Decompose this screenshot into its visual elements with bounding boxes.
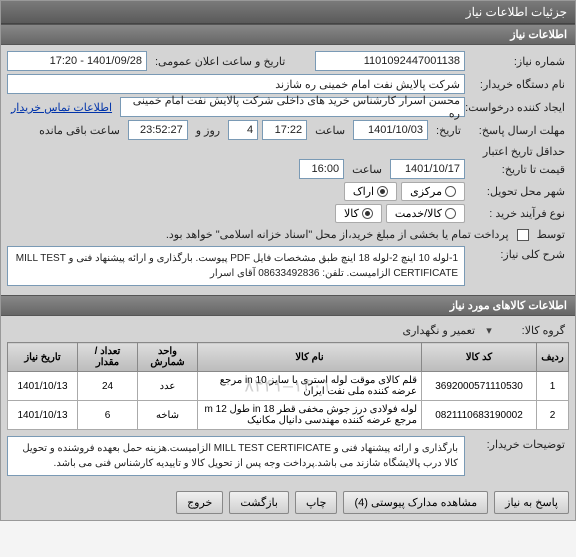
payment-checkbox[interactable] <box>517 229 529 241</box>
table-row[interactable]: 2 0821110683190002 لوله فولادی درز جوش م… <box>8 401 569 430</box>
back-button[interactable]: بازگشت <box>229 491 289 514</box>
group-value: تعمیر و نگهداری <box>399 322 480 339</box>
delivery-type-label: نوع فرآیند خرید : <box>469 205 569 222</box>
validity-date: 1401/10/17 <box>390 159 465 179</box>
deadline-time: 17:22 <box>262 120 307 140</box>
cell-unit: عدد <box>138 372 198 401</box>
radio-kala[interactable]: کالا <box>344 207 373 220</box>
buyer-notes-text: بارگذاری و ارائه پیشنهاد فنی و MILL TEST… <box>7 436 465 476</box>
goods-table-wrap: ۱۴۰۱–۸۴۴۱ ردیف کد کالا نام کالا واحد شما… <box>7 342 569 430</box>
group-label: گروه کالا: <box>499 322 569 339</box>
deadline-days: 4 <box>228 120 258 140</box>
section-info-title: اطلاعات نیاز <box>510 29 567 41</box>
contact-link[interactable]: اطلاعات تماس خریدار <box>7 99 116 116</box>
table-row[interactable]: 1 3692000571110530 قلم کالای موقت لوله ا… <box>8 372 569 401</box>
payment-text: پرداخت تمام یا بخشی از مبلغ خرید،از محل … <box>7 226 513 243</box>
respond-button[interactable]: پاسخ به نیاز <box>494 491 569 514</box>
section-goods-header: اطلاعات کالاهای مورد نیاز <box>1 295 575 316</box>
print-button[interactable]: چاپ <box>295 491 338 514</box>
cell-unit: شاخه <box>138 401 198 430</box>
button-row: پاسخ به نیاز مشاهده مدارک پیوستی (4) چاپ… <box>1 485 575 520</box>
cell-date: 1401/10/13 <box>8 372 78 401</box>
window: جزئیات اطلاعات نیاز اطلاعات نیاز شماره ن… <box>0 0 576 521</box>
announce-value: 1401/09/28 - 17:20 <box>7 51 147 71</box>
cell-qty: 24 <box>78 372 138 401</box>
deadline-label: مهلت ارسال پاسخ: <box>469 122 569 139</box>
delivery-city-group2: اراک <box>344 182 397 201</box>
validity-label: حداقل تاریخ اعتبار <box>469 143 569 160</box>
delivery-city-group: مرکزی <box>401 182 465 201</box>
th-idx: ردیف <box>537 343 569 372</box>
delivery-type-group2: کالا <box>335 204 382 223</box>
th-date: تاریخ نیاز <box>8 343 78 372</box>
exit-button[interactable]: خروج <box>176 491 223 514</box>
deadline-date: 1401/10/03 <box>353 120 428 140</box>
radio-markazi[interactable]: مرکزی <box>410 185 456 198</box>
section-goods-title: اطلاعات کالاهای مورد نیاز <box>450 300 567 312</box>
form-area-2: گروه کالا: ▾ تعمیر و نگهداری ۱۴۰۱–۸۴۴۱ ر… <box>1 316 575 485</box>
cell-qty: 6 <box>78 401 138 430</box>
radio-arak[interactable]: اراک <box>353 185 388 198</box>
buyer-value: شرکت پالایش نفت امام خمینی ره شازند <box>7 74 465 94</box>
radio-kala-khedmat[interactable]: کالا/خدمت <box>395 207 456 220</box>
cell-name: لوله فولادی درز جوش مخفی قطر in 18 طول m… <box>198 401 422 430</box>
th-name: نام کالا <box>198 343 422 372</box>
delivery-type-group: کالا/خدمت <box>386 204 465 223</box>
th-qty: تعداد / مقدار <box>78 343 138 372</box>
attachments-button[interactable]: مشاهده مدارک پیوستی (4) <box>343 491 488 514</box>
buyer-label: نام دستگاه خریدار: <box>469 76 569 93</box>
buyer-notes-label: توضیحات خریدار: <box>469 436 569 453</box>
cell-date: 1401/10/13 <box>8 401 78 430</box>
delivery-city-label: شهر محل تحویل: <box>469 183 569 200</box>
desc-label: شرح کلی نیاز: <box>469 246 569 263</box>
table-header-row: ردیف کد کالا نام کالا واحد شمارش تعداد /… <box>8 343 569 372</box>
creator-label: ایجاد کننده درخواست: <box>469 99 569 116</box>
desc-text: 1-لوله 10 اینچ 2-لوله 18 اینچ طبق مشخصات… <box>7 246 465 286</box>
payment-via-label: توسط <box>533 226 569 243</box>
deadline-remain: 23:52:27 <box>128 120 188 140</box>
cell-code: 0821110683190002 <box>422 401 537 430</box>
cell-idx: 2 <box>537 401 569 430</box>
deadline-remain-label: ساعت باقی مانده <box>35 122 124 139</box>
th-code: کد کالا <box>422 343 537 372</box>
goods-table: ردیف کد کالا نام کالا واحد شمارش تعداد /… <box>7 342 569 430</box>
need-no-label: شماره نیاز: <box>469 53 569 70</box>
cell-code: 3692000571110530 <box>422 372 537 401</box>
th-unit: واحد شمارش <box>138 343 198 372</box>
cell-name: قلم کالای موقت لوله استری با سایز in 10 … <box>198 372 422 401</box>
titlebar: جزئیات اطلاعات نیاز <box>1 1 575 24</box>
cell-idx: 1 <box>537 372 569 401</box>
validity-time-label: ساعت <box>348 161 386 178</box>
announce-label: تاریخ و ساعت اعلان عمومی: <box>151 53 311 70</box>
section-info-header: اطلاعات نیاز <box>1 24 575 45</box>
deadline-time-label: ساعت <box>311 122 349 139</box>
validity-label2: قیمت تا تاریخ: <box>469 161 569 178</box>
deadline-date-label: تاریخ: <box>432 122 465 139</box>
form-area-1: شماره نیاز: 1101092447001138 تاریخ و ساع… <box>1 45 575 295</box>
chevron-down-icon[interactable]: ▾ <box>483 324 495 337</box>
deadline-days-label: روز و <box>192 122 224 139</box>
window-title: جزئیات اطلاعات نیاز <box>466 5 567 19</box>
validity-time: 16:00 <box>299 159 344 179</box>
creator-value: محسن اسرار کارشناس خرید های داخلی شرکت پ… <box>120 97 465 117</box>
need-no-value: 1101092447001138 <box>315 51 465 71</box>
